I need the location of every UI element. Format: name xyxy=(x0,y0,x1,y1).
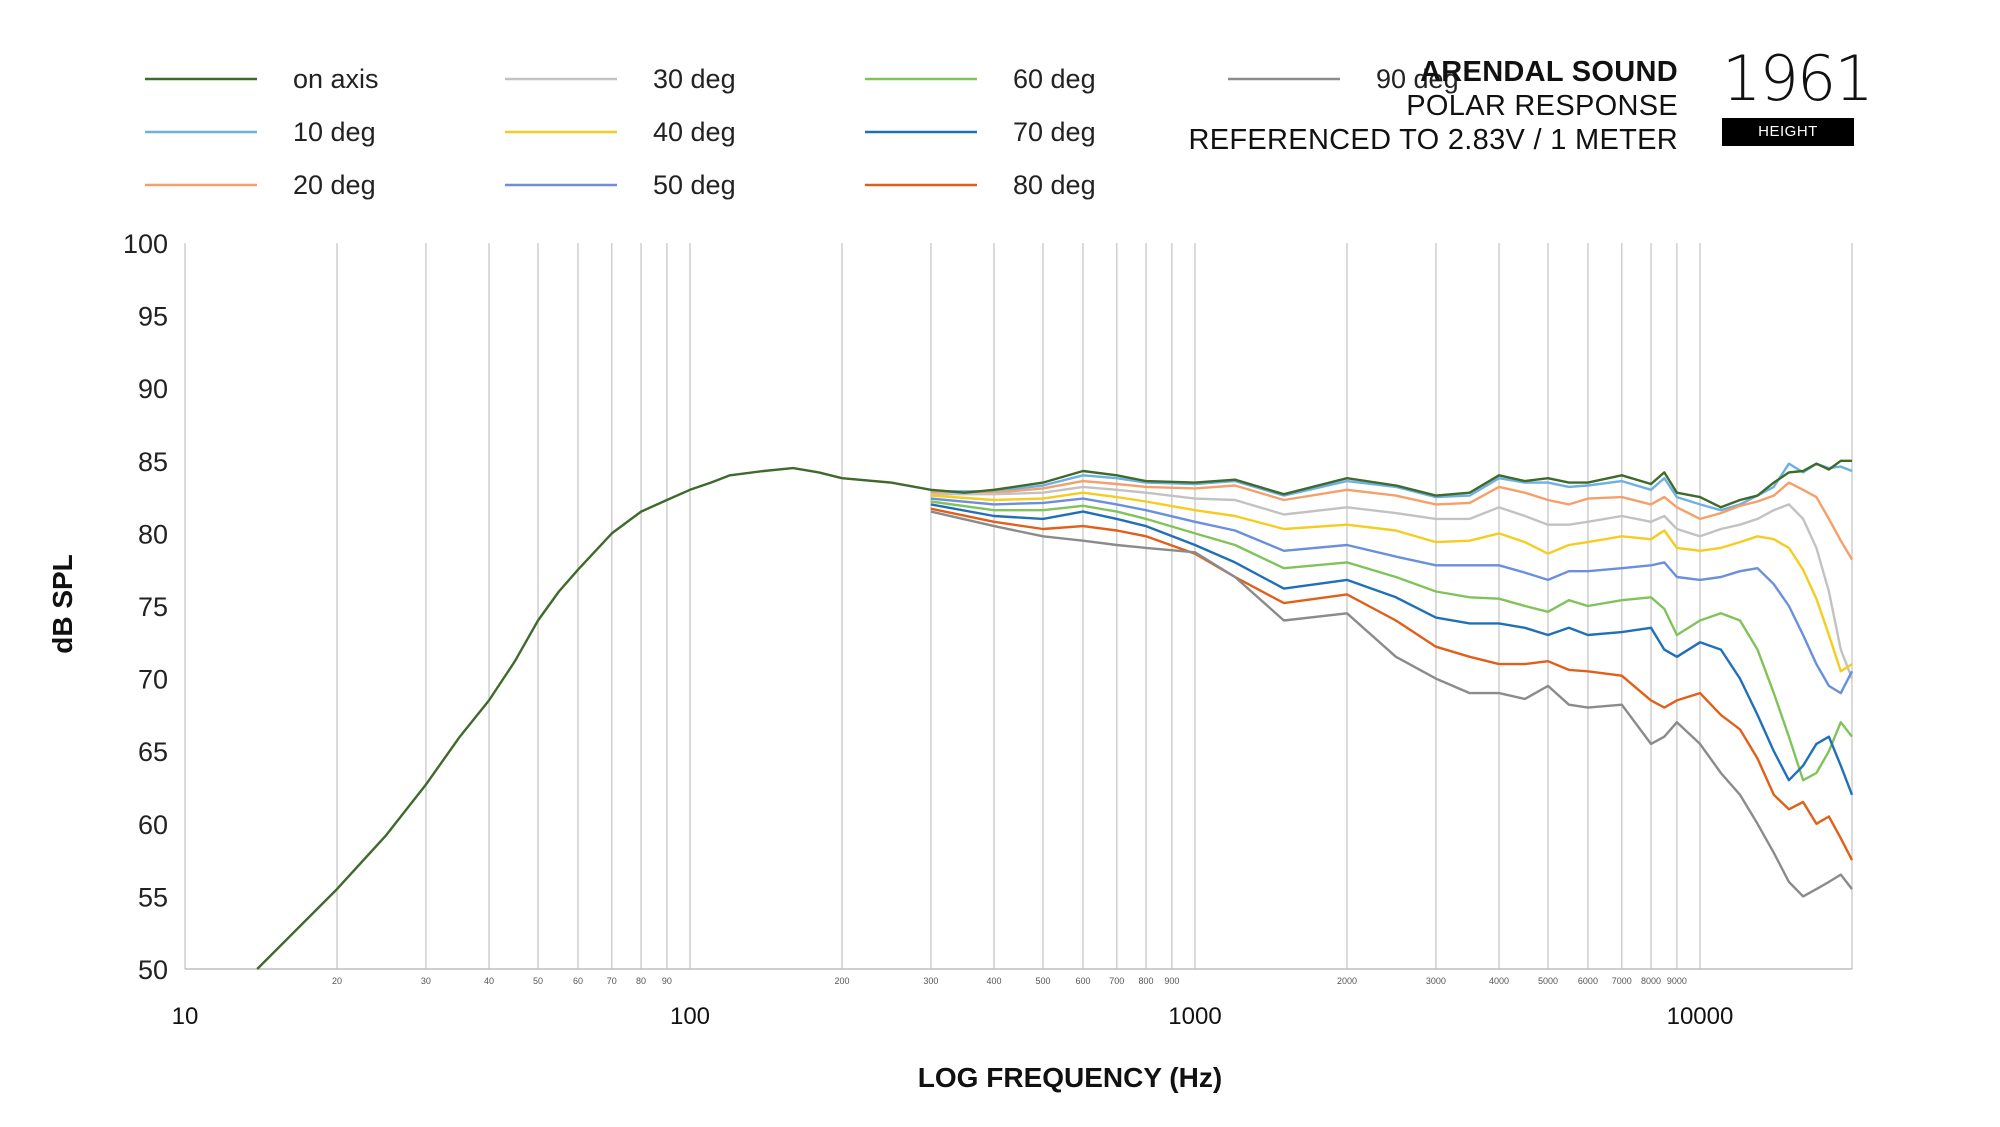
y-tick-label: 80 xyxy=(138,519,168,549)
x-minor-tick-label: 600 xyxy=(1075,976,1090,986)
series-line-30-deg xyxy=(930,485,1854,680)
legend-label: 50 deg xyxy=(653,170,736,200)
y-tick-label: 50 xyxy=(138,955,168,985)
x-major-tick-label: 100 xyxy=(670,1003,710,1030)
brand-name: ARENDAL SOUND xyxy=(1420,56,1678,88)
y-tick-label: 65 xyxy=(138,737,168,767)
x-minor-tick-label: 50 xyxy=(533,976,543,986)
x-minor-tick-label: 2000 xyxy=(1337,976,1357,986)
x-minor-tick-label: 700 xyxy=(1109,976,1124,986)
legend-label: 20 deg xyxy=(293,170,376,200)
legend-label: 70 deg xyxy=(1013,117,1096,147)
chart-grid xyxy=(336,243,1853,969)
legend-label: 80 deg xyxy=(1013,170,1096,200)
x-minor-tick-label: 300 xyxy=(923,976,938,986)
brand-block: ARENDAL SOUND POLAR RESPONSE REFERENCED … xyxy=(1189,55,1678,157)
y-tick-label: 85 xyxy=(138,447,168,477)
x-major-tick-label: 1000 xyxy=(1168,1003,1221,1030)
x-minor-tick-label: 20 xyxy=(332,976,342,986)
series-line-10-deg xyxy=(930,462,1853,512)
x-minor-tick-label: 5000 xyxy=(1538,976,1558,986)
series-line-60-deg xyxy=(930,500,1853,782)
y-tick-label: 95 xyxy=(138,302,168,332)
y-tick-label: 60 xyxy=(138,810,168,840)
series-line-90-deg xyxy=(930,510,1853,898)
brand-subtitle: POLAR RESPONSE xyxy=(1406,90,1678,122)
x-minor-tick-label: 900 xyxy=(1164,976,1179,986)
series-line-40-deg xyxy=(930,491,1853,673)
x-minor-tick-label: 4000 xyxy=(1489,976,1509,986)
y-axis-title: dB SPL xyxy=(47,554,78,654)
legend-label: 40 deg xyxy=(653,117,736,147)
x-minor-tick-label: 500 xyxy=(1035,976,1050,986)
legend-label: 90 deg xyxy=(1376,64,1459,94)
model-badge: 1961 HEIGHT xyxy=(1722,40,1874,146)
series-line-on-axis xyxy=(256,459,1852,970)
x-major-tick-label: 10 xyxy=(172,1003,199,1030)
x-major-tick-label: 10000 xyxy=(1667,1003,1734,1030)
chart-series xyxy=(256,459,1854,970)
series-line-50-deg xyxy=(930,497,1854,695)
chart-legend: on axis 10 deg 20 deg 30 deg 40 deg 50 deg 60 … xyxy=(145,64,1459,200)
x-minor-tick-label: 200 xyxy=(834,976,849,986)
x-minor-tick-label: 90 xyxy=(662,976,672,986)
x-minor-tick-label: 800 xyxy=(1139,976,1154,986)
x-minor-tick-label: 7000 xyxy=(1612,976,1632,986)
series-line-70-deg xyxy=(930,503,1854,796)
x-minor-tick-label: 400 xyxy=(987,976,1002,986)
y-tick-label: 55 xyxy=(138,882,168,912)
x-minor-tick-label: 3000 xyxy=(1426,976,1446,986)
model-number: 1961 xyxy=(1722,42,1874,115)
x-minor-tick-label: 30 xyxy=(421,976,431,986)
x-minor-tick-label: 9000 xyxy=(1667,976,1687,986)
series-line-80-deg xyxy=(930,507,1854,861)
chart-axes: 50 55 60 65 70 75 80 85 90 95 100 20 30 40 50 60 70 80 90 2… xyxy=(123,229,1852,1030)
y-tick-label: 100 xyxy=(123,229,168,259)
legend-label: 30 deg xyxy=(653,64,736,94)
brand-reference: REFERENCED TO 2.83V / 1 METER xyxy=(1188,124,1678,156)
x-minor-tick-label: 80 xyxy=(636,976,646,986)
x-axis-title: LOG FREQUENCY (Hz) xyxy=(918,1062,1222,1093)
y-tick-label: 70 xyxy=(138,665,168,695)
x-minor-tick-label: 6000 xyxy=(1578,976,1598,986)
x-minor-tick-label: 40 xyxy=(484,976,494,986)
legend-label: 10 deg xyxy=(293,117,376,147)
x-minor-tick-label: 60 xyxy=(573,976,583,986)
x-minor-tick-label: 8000 xyxy=(1641,976,1661,986)
legend-label: 60 deg xyxy=(1013,64,1096,94)
y-tick-label: 90 xyxy=(138,374,168,404)
x-minor-tick-label: 70 xyxy=(607,976,617,986)
series-line-20-deg xyxy=(930,479,1854,561)
legend-label: on axis xyxy=(293,64,379,94)
model-label: HEIGHT xyxy=(1722,118,1854,146)
y-tick-label: 75 xyxy=(138,592,168,622)
